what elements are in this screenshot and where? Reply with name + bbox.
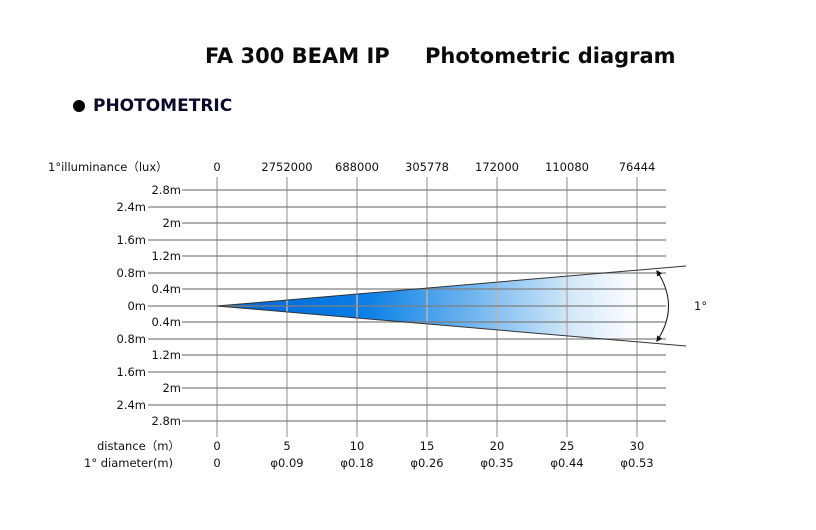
height-labels: 2.8m 2.4m 2m 1.6m 1.2m 0.8m 0.4m 0m 0.4m… (117, 183, 182, 428)
distance-gridlines (216, 177, 638, 437)
height-label: 1.6m (117, 233, 147, 247)
height-label: 0.4m (152, 282, 182, 296)
height-label: 0.8m (117, 266, 147, 280)
diameter-values: 0 φ0.09 φ0.18 φ0.26 φ0.35 φ0.44 φ0.53 (213, 456, 653, 470)
illuminance-value: 688000 (335, 160, 379, 174)
distance-values: 0 5 10 15 20 25 30 (213, 439, 644, 453)
diameter-value: φ0.53 (620, 456, 653, 470)
height-gridlines (148, 189, 666, 422)
distance-value: 30 (630, 439, 645, 453)
height-label: 1.2m (152, 249, 182, 263)
distance-value: 20 (490, 439, 505, 453)
illuminance-values: 0 2752000 688000 305778 172000 110080 76… (213, 160, 655, 174)
illuminance-value: 2752000 (261, 160, 312, 174)
height-label: 2m (162, 381, 181, 395)
height-label: 2.8m (152, 414, 182, 428)
height-label: 2.8m (152, 183, 182, 197)
illuminance-row-label: 1°illuminance（lux） (48, 160, 168, 174)
height-label: 1.6m (117, 365, 147, 379)
distance-value: 10 (350, 439, 365, 453)
bullet-icon (73, 100, 85, 112)
beam-edges (216, 265, 687, 347)
section-label: PHOTOMETRIC (93, 96, 233, 116)
distance-value: 25 (560, 439, 575, 453)
diagram-title: Photometric diagram (425, 44, 676, 68)
diameter-row-label: 1° diameter(m) (84, 456, 173, 470)
height-label: 2m (162, 216, 181, 230)
distance-value: 0 (213, 439, 220, 453)
height-label: 0.4m (152, 315, 182, 329)
distance-value: 15 (420, 439, 435, 453)
model-title: FA 300 BEAM IP (205, 44, 390, 68)
height-label: 2.4m (117, 398, 147, 412)
height-label: 0.8m (117, 332, 147, 346)
illuminance-value: 305778 (405, 160, 449, 174)
height-label: 0m (127, 299, 146, 313)
illuminance-value: 172000 (475, 160, 519, 174)
diameter-value: φ0.35 (480, 456, 513, 470)
illuminance-value: 110080 (545, 160, 589, 174)
height-label: 2.4m (117, 200, 147, 214)
beam-angle-arc (656, 269, 669, 343)
section-heading: PHOTOMETRIC (73, 96, 232, 116)
beam-angle-label: 1° (694, 299, 707, 313)
diameter-value: 0 (213, 456, 220, 470)
diameter-value: φ0.26 (410, 456, 443, 470)
distance-row-label: distance（m） (97, 439, 180, 453)
distance-value: 5 (283, 439, 290, 453)
diameter-value: φ0.09 (270, 456, 303, 470)
illuminance-value: 0 (213, 160, 220, 174)
height-label: 1.2m (152, 348, 182, 362)
illuminance-value: 76444 (619, 160, 656, 174)
diameter-value: φ0.18 (340, 456, 373, 470)
diameter-value: φ0.44 (550, 456, 583, 470)
